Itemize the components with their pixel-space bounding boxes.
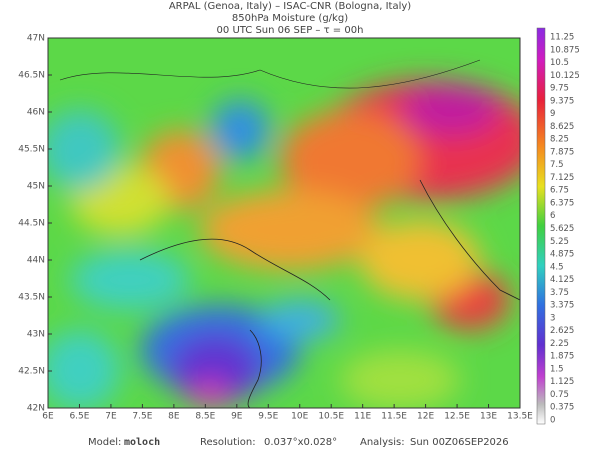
lon-label: 12.5E: [444, 412, 470, 422]
lat-label: 43N: [27, 330, 45, 340]
colorbar-label: 6.375: [550, 198, 574, 208]
footer: Model: moloch Resolution: 0.037°x0.028° …: [88, 437, 509, 448]
colorbar-label: 0: [550, 416, 555, 426]
colorbar-label: 5.25: [550, 237, 569, 247]
colorbar-label: 1.5: [550, 364, 564, 374]
lon-label: 7.5E: [132, 412, 152, 422]
lat-label: 47N: [27, 34, 45, 44]
colorbar-label: 9.75: [550, 84, 569, 94]
lon-label: 6.5E: [69, 412, 89, 422]
lon-label: 11E: [354, 412, 371, 422]
colorbar-label: 2.625: [550, 326, 574, 336]
lon-label: 11.5E: [381, 412, 407, 422]
colorbar-label: 9: [550, 109, 555, 119]
colorbar-label: 10.875: [550, 45, 580, 55]
lon-label: 8E: [168, 412, 180, 422]
lon-label: 10.5E: [318, 412, 344, 422]
colorbar-label: 1.125: [550, 377, 574, 387]
colorbar-label: 0.375: [550, 403, 574, 413]
lon-label: 13.5E: [507, 412, 533, 422]
colorbar-label: 10.125: [550, 71, 580, 81]
header-line: 850hPa Moisture (g/kg): [232, 13, 348, 24]
colorbar-label: 7.125: [550, 173, 574, 183]
lat-label: 46N: [27, 108, 45, 118]
colorbar-label: 10.5: [550, 58, 569, 68]
lat-label: 42.5N: [18, 367, 45, 377]
lon-label: 9.5E: [258, 412, 278, 422]
lat-label: 46.5N: [18, 71, 45, 81]
lat-label: 45.5N: [18, 145, 45, 155]
colorbar-label: 8.25: [550, 135, 569, 145]
colorbar-label: 4.875: [550, 250, 574, 260]
colorbar-label: 3: [550, 313, 555, 323]
lon-label: 9E: [231, 412, 243, 422]
colorbar-label: 5.625: [550, 224, 574, 234]
lat-label: 44.5N: [18, 219, 45, 229]
colorbar-label: 6: [550, 211, 555, 221]
colorbar-label: 3.75: [550, 288, 569, 298]
footer-value: 0.037°x0.028°: [264, 437, 337, 448]
colorbar: [536, 27, 546, 425]
colorbar-label: 6.75: [550, 186, 569, 196]
header-line: 00 UTC Sun 06 SEP – τ = 00h: [217, 25, 364, 36]
colorbar-label: 9.375: [550, 96, 574, 106]
lat-label: 43.5N: [18, 293, 45, 303]
lon-label: 6E: [42, 412, 54, 422]
footer-label: Model:: [88, 437, 121, 448]
footer-label: Resolution:: [200, 437, 256, 448]
colorbar-label: 7.5: [550, 160, 564, 170]
header-line: ARPAL (Genoa, Italy) – ISAC-CNR (Bologna…: [169, 1, 411, 12]
footer-label: Analysis:: [360, 437, 405, 448]
colorbar-label: 1.875: [550, 352, 574, 362]
colorbar-label: 3.375: [550, 301, 574, 311]
colorbar-label: 11.25: [550, 33, 574, 43]
lon-label: 8.5E: [195, 412, 215, 422]
moisture-field: [48, 38, 520, 408]
colorbar-label: 0.75: [550, 390, 569, 400]
colorbar-label: 4.125: [550, 275, 574, 285]
colorbar-label: 8.625: [550, 122, 574, 132]
colorbar-label: 2.25: [550, 339, 569, 349]
lon-label: 10E: [291, 412, 308, 422]
lat-label: 45N: [27, 182, 45, 192]
footer-value: Sun 00Z06SEP2026: [410, 437, 509, 448]
footer-value: moloch: [124, 437, 160, 448]
lat-label: 42N: [27, 404, 45, 414]
lon-label: 12E: [417, 412, 434, 422]
lon-label: 13E: [480, 412, 497, 422]
lon-label: 7E: [105, 412, 117, 422]
colorbar-label: 4.5: [550, 262, 564, 272]
lat-label: 44N: [27, 256, 45, 266]
colorbar-label: 7.875: [550, 147, 574, 157]
